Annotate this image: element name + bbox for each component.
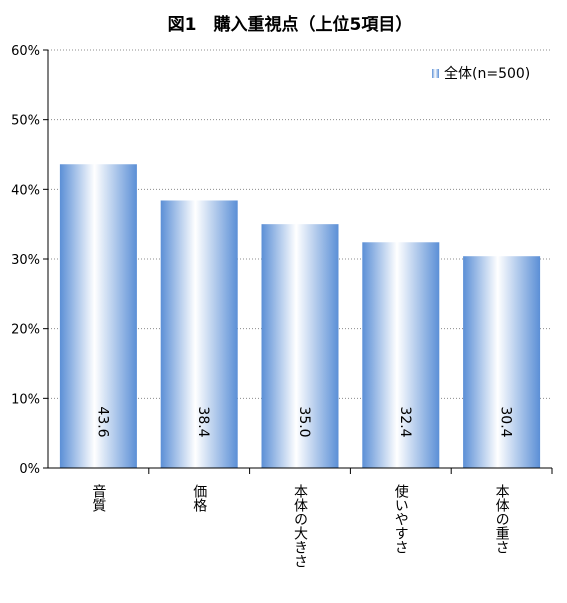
x-tick-label: 本体の大きさ xyxy=(292,484,308,568)
axes xyxy=(47,50,553,474)
bar xyxy=(261,224,339,468)
data-label: 32.4 xyxy=(397,406,413,437)
y-tick-label: 60% xyxy=(11,44,40,59)
x-tick-label: 本体の重さ xyxy=(494,484,510,554)
y-tick-label: 50% xyxy=(11,114,40,129)
y-axis-ticks: 0% 10% 20% 30% 40% 50% 60% xyxy=(11,44,48,477)
data-label: 38.4 xyxy=(195,406,211,437)
bars: 43.6 38.4 35.0 32.4 30.4 xyxy=(59,164,541,469)
y-tick-label: 20% xyxy=(11,323,40,338)
data-label: 30.4 xyxy=(498,406,514,437)
bar xyxy=(463,256,541,468)
bar xyxy=(59,164,137,468)
y-tick-label: 40% xyxy=(11,183,40,198)
x-tick-label: 音質 xyxy=(90,483,106,513)
bar xyxy=(160,200,238,469)
chart-title: 図1 購入重視点（上位5項目） xyxy=(168,14,413,35)
x-axis-labels: 音質 価格 本体の大きさ 使いやすさ 本体の重さ xyxy=(90,468,510,568)
legend: 全体(n=500) xyxy=(432,65,530,82)
data-label: 35.0 xyxy=(296,406,312,437)
x-tick-label: 価格 xyxy=(191,484,207,512)
legend-swatch xyxy=(432,69,439,78)
data-label: 43.6 xyxy=(94,406,110,437)
x-tick-label: 使いやすさ xyxy=(393,483,409,554)
bar xyxy=(362,242,440,468)
y-tick-label: 0% xyxy=(19,462,40,477)
y-tick-label: 10% xyxy=(11,392,40,407)
y-tick-label: 30% xyxy=(11,253,40,268)
legend-label: 全体(n=500) xyxy=(444,65,530,82)
